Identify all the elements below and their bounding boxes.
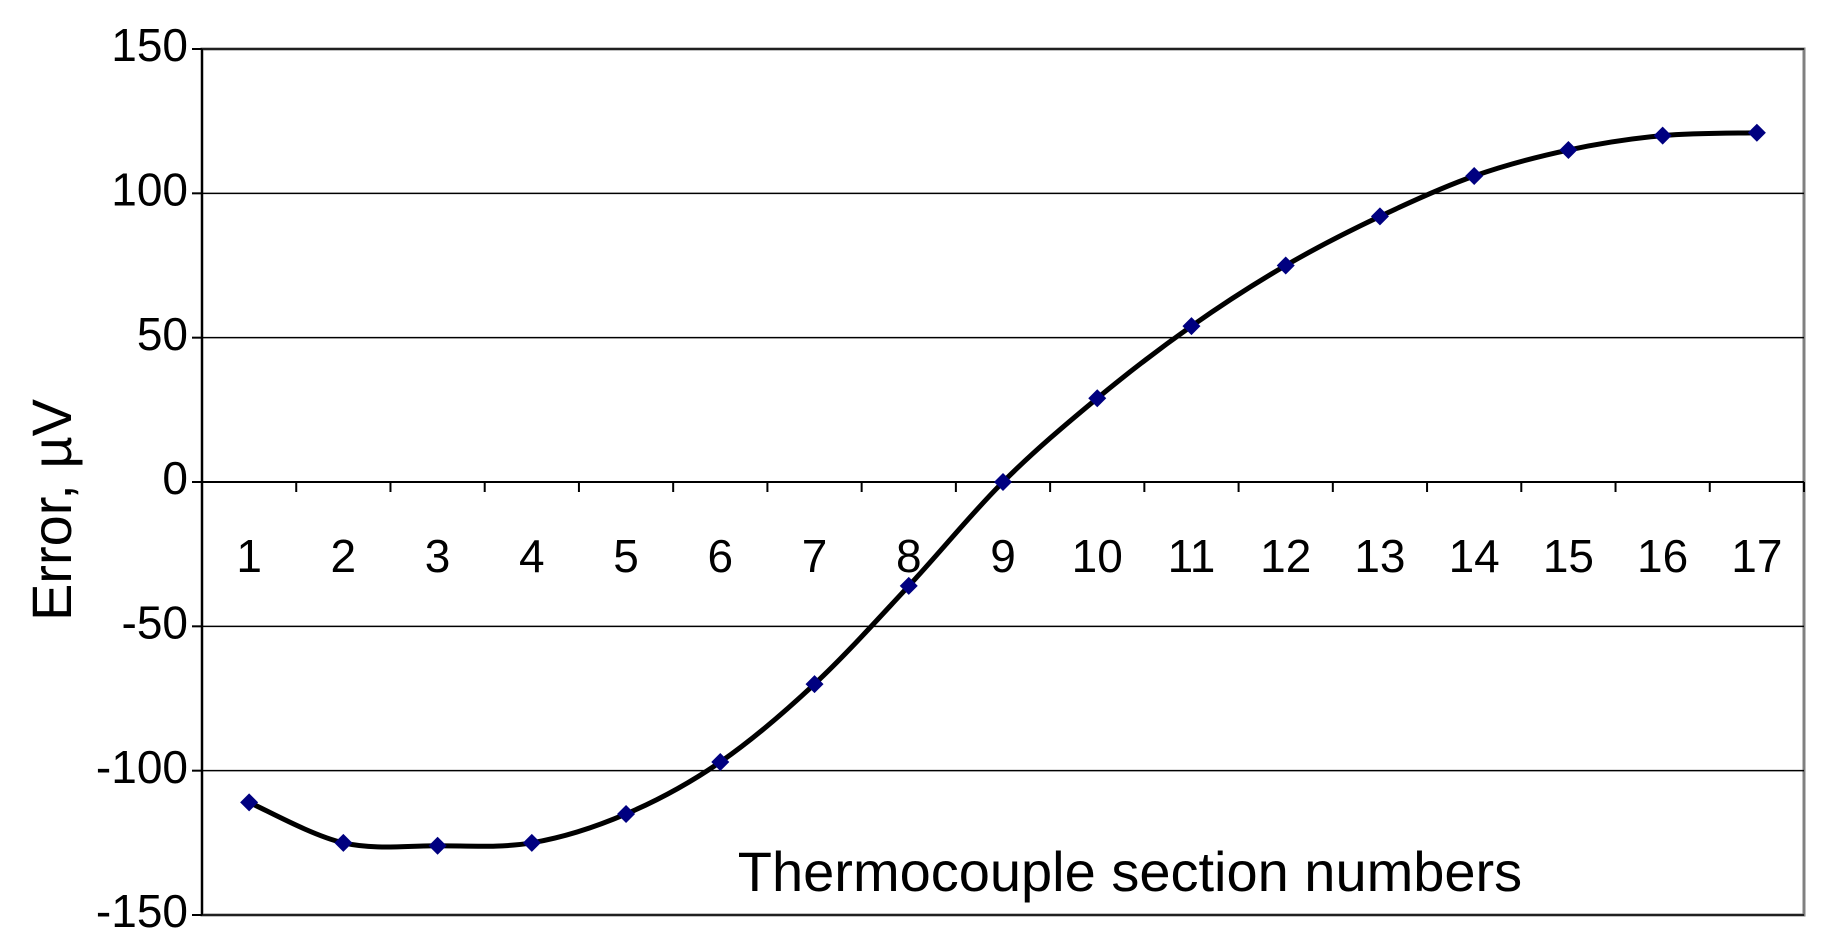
marker: [1465, 167, 1484, 186]
x-tick-label: 3: [425, 530, 451, 582]
y-tick-label: -50: [122, 596, 188, 648]
x-tick-label: 7: [802, 530, 828, 582]
x-tick-label: 9: [990, 530, 1016, 582]
marker: [1182, 317, 1201, 336]
marker: [899, 576, 918, 595]
x-tick-label: 4: [519, 530, 545, 582]
x-tick-label: 12: [1260, 530, 1311, 582]
marker: [1559, 141, 1578, 160]
y-tick-label: 0: [162, 452, 188, 504]
y-tick-label: -150: [96, 885, 188, 937]
marker: [334, 833, 353, 852]
marker: [1276, 256, 1295, 275]
x-tick-label: 16: [1637, 530, 1688, 582]
x-tick-label: 6: [707, 530, 733, 582]
marker: [428, 836, 447, 855]
y-axis-title: Error, µV: [20, 398, 83, 621]
x-tick-label: 2: [331, 530, 357, 582]
y-tick-label: -100: [96, 741, 188, 793]
x-tick-label: 14: [1449, 530, 1500, 582]
marker: [522, 833, 541, 852]
marker: [1088, 389, 1107, 408]
marker: [994, 473, 1012, 491]
marker: [240, 793, 259, 812]
y-tick-label: 150: [111, 19, 188, 71]
x-tick-label: 17: [1731, 530, 1782, 582]
x-tick-label: 13: [1354, 530, 1405, 582]
x-tick-label: 10: [1072, 530, 1123, 582]
x-tick-label: 11: [1168, 530, 1216, 582]
x-tick-label: 5: [613, 530, 639, 582]
y-tick-label: 50: [137, 308, 188, 360]
y-tick-label: 100: [111, 163, 188, 215]
x-tick-label: 1: [236, 530, 262, 582]
marker: [1747, 123, 1766, 142]
marker: [617, 804, 636, 823]
x-tick-label: 15: [1543, 530, 1594, 582]
marker: [1370, 207, 1389, 226]
x-axis-title: Thermocouple section numbers: [738, 840, 1522, 903]
marker: [1653, 126, 1672, 145]
marker: [711, 753, 730, 772]
marker: [805, 675, 824, 694]
